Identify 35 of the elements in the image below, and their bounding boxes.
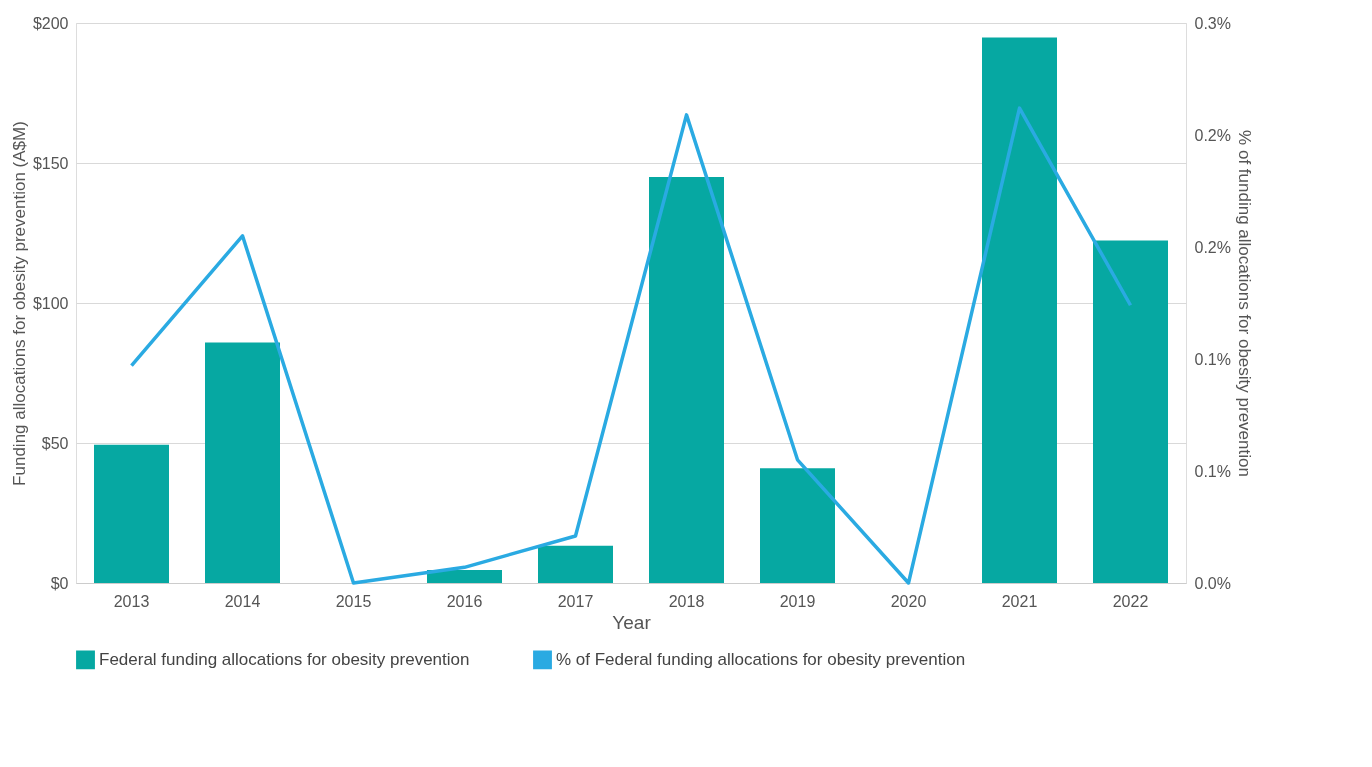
bar bbox=[94, 444, 169, 583]
y2-tick-label: 0.1% bbox=[1194, 462, 1231, 480]
y2-tick-label: 0.3% bbox=[1194, 14, 1231, 32]
y2-tick-label: 0.2% bbox=[1194, 238, 1231, 256]
bar bbox=[205, 342, 280, 583]
bar bbox=[427, 570, 502, 583]
bar bbox=[538, 545, 613, 583]
y-axis-title: Funding allocations for obesity prevention (A$M) bbox=[9, 121, 29, 486]
y2-tick-label: 0.0% bbox=[1194, 574, 1231, 592]
y2-tick-label: 0.1% bbox=[1194, 350, 1231, 368]
x-tick-label: 2013 bbox=[113, 592, 150, 610]
y-tick-label: $50 bbox=[41, 434, 69, 452]
bar bbox=[1093, 240, 1168, 583]
x-tick-label: 2016 bbox=[446, 592, 483, 610]
x-tick-label: 2018 bbox=[668, 592, 705, 610]
bar bbox=[760, 468, 835, 583]
x-axis-title: Year bbox=[612, 611, 652, 633]
x-tick-label: 2022 bbox=[1112, 592, 1149, 610]
y-tick-label: $150 bbox=[32, 154, 69, 172]
x-tick-label: 2021 bbox=[1001, 592, 1038, 610]
x-tick-label: 2019 bbox=[779, 592, 816, 610]
bar bbox=[982, 37, 1057, 583]
y-tick-label: $200 bbox=[32, 14, 69, 32]
y2-axis-title: % of funding allocations for obesity prevention bbox=[1234, 130, 1254, 477]
y-tick-label: $0 bbox=[50, 574, 69, 592]
x-tick-label: 2020 bbox=[890, 592, 927, 610]
y-tick-label: $100 bbox=[32, 294, 69, 312]
bar bbox=[649, 177, 724, 583]
line-series bbox=[129, 106, 1133, 585]
y2-tick-label: 0.2% bbox=[1194, 126, 1231, 144]
legend-label: Federal funding allocations for obesity prevention bbox=[99, 649, 470, 669]
x-tick-label: 2017 bbox=[557, 592, 594, 610]
legend-label: % of Federal funding allocations for obesity prevention bbox=[556, 649, 966, 669]
x-tick-label: 2014 bbox=[224, 592, 261, 610]
x-tick-label: 2015 bbox=[335, 592, 372, 610]
